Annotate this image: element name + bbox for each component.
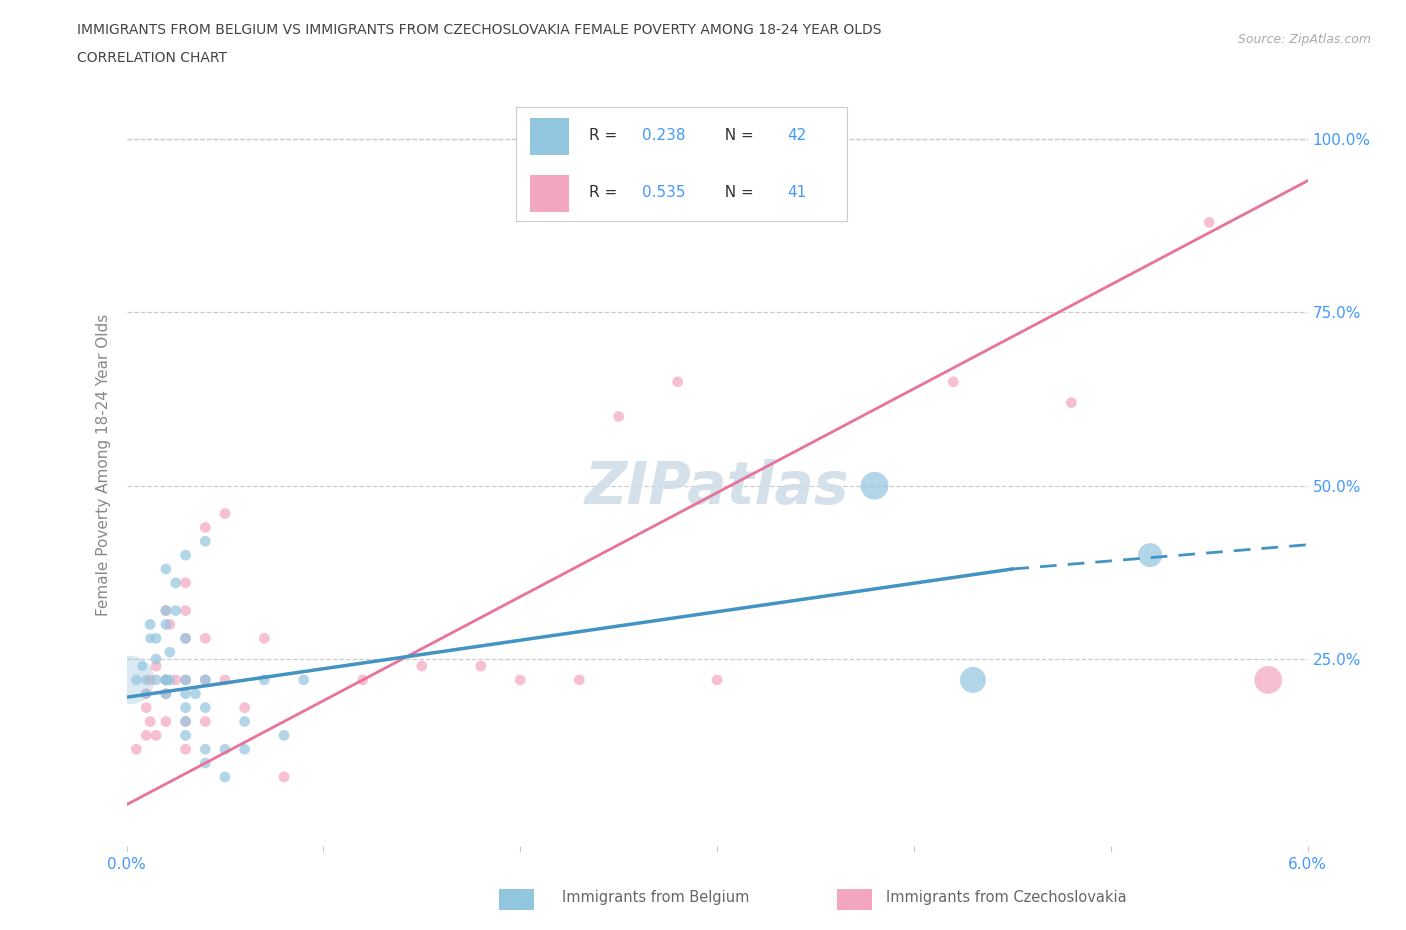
Point bbox=[273, 769, 295, 784]
Point bbox=[155, 672, 177, 687]
Point bbox=[165, 672, 187, 687]
Point bbox=[145, 658, 167, 673]
Point bbox=[155, 686, 177, 701]
Point bbox=[135, 686, 157, 701]
Point bbox=[233, 714, 256, 729]
Point bbox=[155, 672, 177, 687]
Text: Immigrants from Belgium: Immigrants from Belgium bbox=[562, 890, 749, 905]
Point bbox=[165, 604, 187, 618]
Point bbox=[214, 769, 236, 784]
Point bbox=[509, 672, 531, 687]
Point bbox=[155, 714, 177, 729]
Point bbox=[568, 672, 591, 687]
Point bbox=[135, 700, 157, 715]
Point bbox=[174, 714, 197, 729]
Point bbox=[145, 631, 167, 645]
Point bbox=[174, 604, 197, 618]
Point bbox=[292, 672, 315, 687]
Text: Immigrants from Czechoslovakia: Immigrants from Czechoslovakia bbox=[886, 890, 1126, 905]
Point bbox=[194, 631, 217, 645]
Point bbox=[174, 631, 197, 645]
Point bbox=[1139, 548, 1161, 563]
Point bbox=[194, 756, 217, 771]
Point bbox=[155, 617, 177, 631]
Point bbox=[174, 714, 197, 729]
Point bbox=[214, 672, 236, 687]
Point bbox=[174, 742, 197, 757]
Point bbox=[184, 686, 207, 701]
Point bbox=[233, 742, 256, 757]
Point bbox=[470, 658, 492, 673]
Point bbox=[159, 644, 181, 659]
Point bbox=[155, 672, 177, 687]
Point bbox=[135, 672, 157, 687]
Point bbox=[194, 520, 217, 535]
Point bbox=[194, 700, 217, 715]
Point bbox=[942, 375, 965, 390]
Point bbox=[174, 728, 197, 743]
Point bbox=[174, 548, 197, 563]
Point bbox=[174, 631, 197, 645]
Point bbox=[125, 742, 148, 757]
Point bbox=[155, 604, 177, 618]
Point bbox=[863, 478, 886, 493]
Point bbox=[145, 728, 167, 743]
Point bbox=[194, 672, 217, 687]
Point bbox=[131, 658, 153, 673]
Point bbox=[174, 672, 197, 687]
Point bbox=[233, 700, 256, 715]
Point bbox=[174, 686, 197, 701]
Point bbox=[120, 672, 142, 687]
Point bbox=[155, 604, 177, 618]
Point bbox=[194, 742, 217, 757]
Point bbox=[706, 672, 728, 687]
Point bbox=[135, 728, 157, 743]
Point bbox=[1060, 395, 1083, 410]
Point bbox=[159, 617, 181, 631]
Point bbox=[411, 658, 433, 673]
Point bbox=[174, 672, 197, 687]
Point bbox=[352, 672, 374, 687]
Point bbox=[139, 617, 162, 631]
Text: ZIPatlas: ZIPatlas bbox=[585, 459, 849, 516]
Point bbox=[165, 576, 187, 591]
Point bbox=[194, 534, 217, 549]
Point bbox=[253, 672, 276, 687]
Point bbox=[125, 672, 148, 687]
Point bbox=[666, 375, 689, 390]
Point bbox=[145, 672, 167, 687]
Point bbox=[607, 409, 630, 424]
Point bbox=[253, 631, 276, 645]
Point bbox=[139, 631, 162, 645]
Point bbox=[155, 562, 177, 577]
Point bbox=[1257, 672, 1279, 687]
Point bbox=[194, 672, 217, 687]
Point bbox=[214, 506, 236, 521]
Point bbox=[214, 742, 236, 757]
Point bbox=[139, 714, 162, 729]
Point bbox=[174, 576, 197, 591]
Point bbox=[194, 714, 217, 729]
Point bbox=[139, 672, 162, 687]
Point bbox=[135, 686, 157, 701]
Y-axis label: Female Poverty Among 18-24 Year Olds: Female Poverty Among 18-24 Year Olds bbox=[96, 314, 111, 617]
Point bbox=[145, 652, 167, 667]
Point bbox=[159, 672, 181, 687]
Text: CORRELATION CHART: CORRELATION CHART bbox=[77, 51, 228, 65]
Point bbox=[273, 728, 295, 743]
Text: Source: ZipAtlas.com: Source: ZipAtlas.com bbox=[1237, 33, 1371, 46]
Point bbox=[174, 700, 197, 715]
Point bbox=[1198, 215, 1220, 230]
Text: IMMIGRANTS FROM BELGIUM VS IMMIGRANTS FROM CZECHOSLOVAKIA FEMALE POVERTY AMONG 1: IMMIGRANTS FROM BELGIUM VS IMMIGRANTS FR… bbox=[77, 23, 882, 37]
Point bbox=[962, 672, 984, 687]
Point bbox=[155, 686, 177, 701]
